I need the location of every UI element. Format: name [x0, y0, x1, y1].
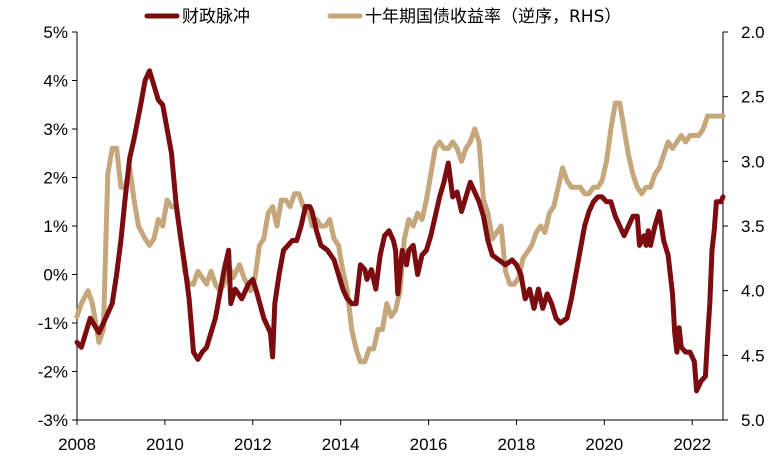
x-tick-label: 2018: [498, 435, 536, 454]
left-tick-label: -1%: [38, 314, 68, 333]
x-tick-label: 2008: [58, 435, 96, 454]
left-axis-ticks: 5% 4% 3% 2% 1% 0% -1% -2% -3%: [38, 23, 77, 430]
x-tick-label: 2010: [146, 435, 184, 454]
x-tick-label: 2022: [673, 435, 711, 454]
left-tick-label: -3%: [38, 411, 68, 430]
x-tick-label: 2012: [234, 435, 272, 454]
series-line-fiscal-impulse: [74, 68, 726, 394]
legend: 财政脉冲 十年期国债收益率（逆序，RHS）: [144, 7, 621, 27]
right-tick-label: 3.0: [741, 152, 765, 171]
left-tick-label: 1%: [43, 217, 68, 236]
legend-label-bond-yield: 十年期国债收益率（逆序，RHS）: [365, 7, 621, 27]
left-tick-label: 2%: [43, 169, 68, 188]
legend-label-fiscal-impulse: 财政脉冲: [182, 7, 250, 27]
right-tick-label: 3.5: [741, 217, 765, 236]
right-tick-label: 2.0: [741, 23, 765, 42]
left-tick-label: 3%: [43, 120, 68, 139]
left-tick-label: -2%: [38, 363, 68, 382]
x-axis-ticks: 2008 2010 2012 2014 2016 2018 2020 2022: [58, 420, 711, 454]
left-tick-label: 5%: [43, 23, 68, 42]
right-tick-label: 2.5: [741, 88, 765, 107]
right-tick-label: 4.0: [741, 282, 765, 301]
x-tick-label: 2020: [585, 435, 623, 454]
left-tick-label: 4%: [43, 72, 68, 91]
right-axis-ticks: 2.0 2.5 3.0 3.5 4.0 4.5 5.0: [723, 23, 765, 430]
x-tick-label: 2014: [322, 435, 360, 454]
series-layer: [74, 68, 726, 394]
x-tick-label: 2016: [410, 435, 448, 454]
right-tick-label: 5.0: [741, 411, 765, 430]
left-tick-label: 0%: [43, 266, 68, 285]
right-tick-label: 4.5: [741, 346, 765, 365]
series-line-bond-yield: [74, 100, 726, 365]
